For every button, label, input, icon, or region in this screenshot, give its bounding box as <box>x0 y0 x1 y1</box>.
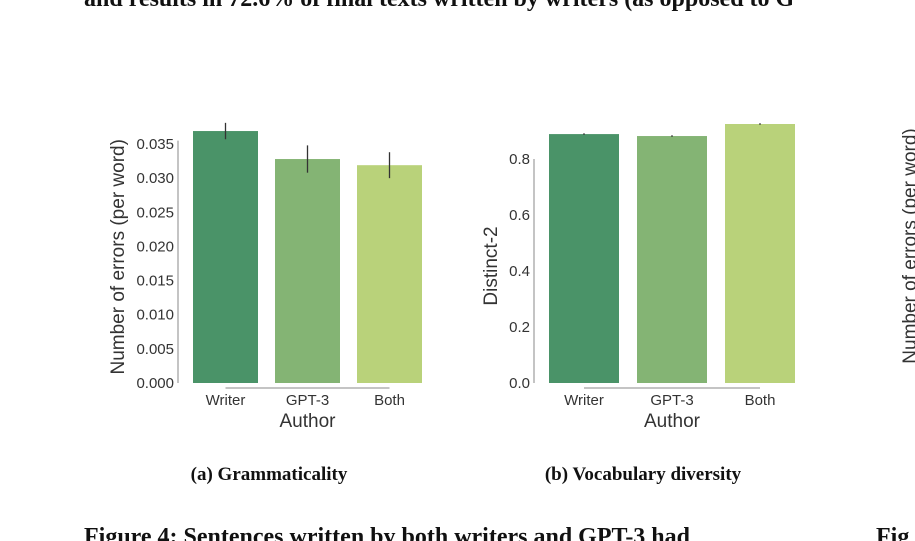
y-axis-label: Number of errors (per word) <box>108 139 129 374</box>
x-tick-label: GPT-3 <box>286 392 329 409</box>
y-tick-label: 0.4 <box>509 263 530 280</box>
bar <box>357 165 422 383</box>
y-tick-label: 0.005 <box>136 341 174 358</box>
y-tick-label: 0.035 <box>136 136 174 153</box>
subcaption: (b) Vocabulary diversity <box>545 464 742 485</box>
x-tick-label: Both <box>745 392 776 409</box>
body-text: and results in 72.6% of final texts writ… <box>84 0 795 12</box>
subcaption: (a) Grammaticality <box>191 464 348 485</box>
x-tick-label: Writer <box>206 392 246 409</box>
x-axis-label: Author <box>280 411 337 432</box>
x-tick-label: Both <box>374 392 405 409</box>
x-tick-label: Writer <box>564 392 604 409</box>
bar <box>549 134 619 383</box>
x-axis-label: Author <box>644 411 701 432</box>
y-tick-label: 0.2 <box>509 319 530 336</box>
bar <box>193 131 258 383</box>
y-tick-label: 0.025 <box>136 204 174 221</box>
y-tick-label: 0.020 <box>136 238 174 255</box>
figure-caption: Fig <box>876 524 909 541</box>
y-tick-label: 0.0 <box>509 375 530 392</box>
y-tick-label: 0.010 <box>136 307 174 324</box>
y-tick-label: 0.015 <box>136 273 174 290</box>
y-axis-label: Number of errors (per word) <box>900 128 915 363</box>
bar <box>637 136 707 383</box>
y-tick-label: 0.6 <box>509 207 530 224</box>
bar <box>275 159 340 383</box>
figure-caption: Figure 4: Sentences written by both writ… <box>84 524 691 541</box>
bar <box>725 124 795 383</box>
x-tick-label: GPT-3 <box>650 392 693 409</box>
y-axis-label: Distinct-2 <box>481 226 502 305</box>
y-tick-label: 0.8 <box>509 151 530 168</box>
y-tick-label: 0.030 <box>136 170 174 187</box>
y-tick-label: 0.000 <box>136 375 174 392</box>
